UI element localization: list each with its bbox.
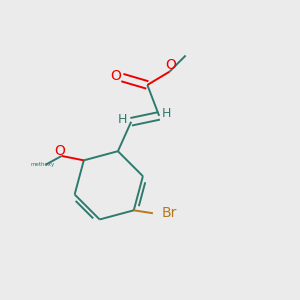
- Text: O: O: [166, 58, 176, 72]
- Text: Br: Br: [161, 206, 176, 220]
- Text: O: O: [55, 144, 65, 158]
- Text: O: O: [110, 69, 121, 83]
- Text: H: H: [118, 113, 128, 126]
- Text: H: H: [162, 107, 172, 120]
- Text: methoxy: methoxy: [30, 162, 55, 167]
